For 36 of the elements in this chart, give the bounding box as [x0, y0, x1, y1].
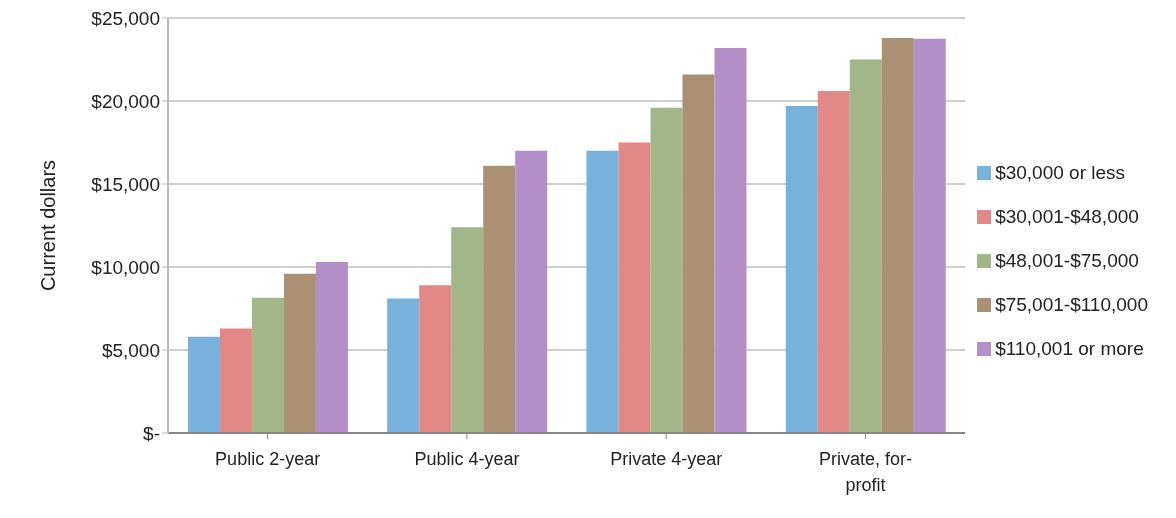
bar: [817, 91, 850, 433]
legend-label: $30,000 or less: [995, 161, 1126, 183]
x-tick-label: Public 2-year: [215, 449, 321, 469]
legend-label: $75,001-$110,000: [995, 293, 1148, 315]
y-tick-label: $15,000: [91, 173, 160, 195]
legend-label: $30,001-$48,000: [995, 205, 1139, 227]
x-tick-label: Public 4-year: [414, 449, 520, 469]
bar: [483, 165, 516, 433]
bar: [387, 298, 420, 433]
y-tick-label: $10,000: [91, 256, 160, 278]
bar: [315, 262, 348, 433]
bar: [219, 328, 252, 433]
bar: [618, 142, 651, 433]
bar: [251, 297, 284, 433]
bar: [586, 150, 619, 433]
bar: [451, 227, 484, 433]
legend-label: $48,001-$75,000: [995, 249, 1139, 271]
y-tick-label: $20,000: [91, 90, 160, 112]
bar: [650, 107, 683, 433]
bar: [419, 285, 452, 433]
bar: [682, 74, 715, 433]
bar: [785, 105, 818, 433]
bar: [187, 336, 220, 433]
bar: [714, 47, 747, 433]
bar: [849, 59, 882, 433]
x-tick-label: Private 4-year: [610, 449, 723, 469]
y-tick-label: $-: [143, 422, 160, 444]
bar: [881, 37, 914, 433]
bar: [913, 38, 946, 433]
bar: [515, 150, 548, 433]
y-axis-title: Current dollars: [37, 159, 60, 292]
legend-label: $110,001 or more: [995, 337, 1144, 359]
y-tick-label: $25,000: [91, 7, 160, 29]
bar: [283, 273, 316, 433]
x-tick-label: Private, for-profit: [818, 449, 913, 495]
y-tick-label: $5,000: [101, 339, 160, 361]
